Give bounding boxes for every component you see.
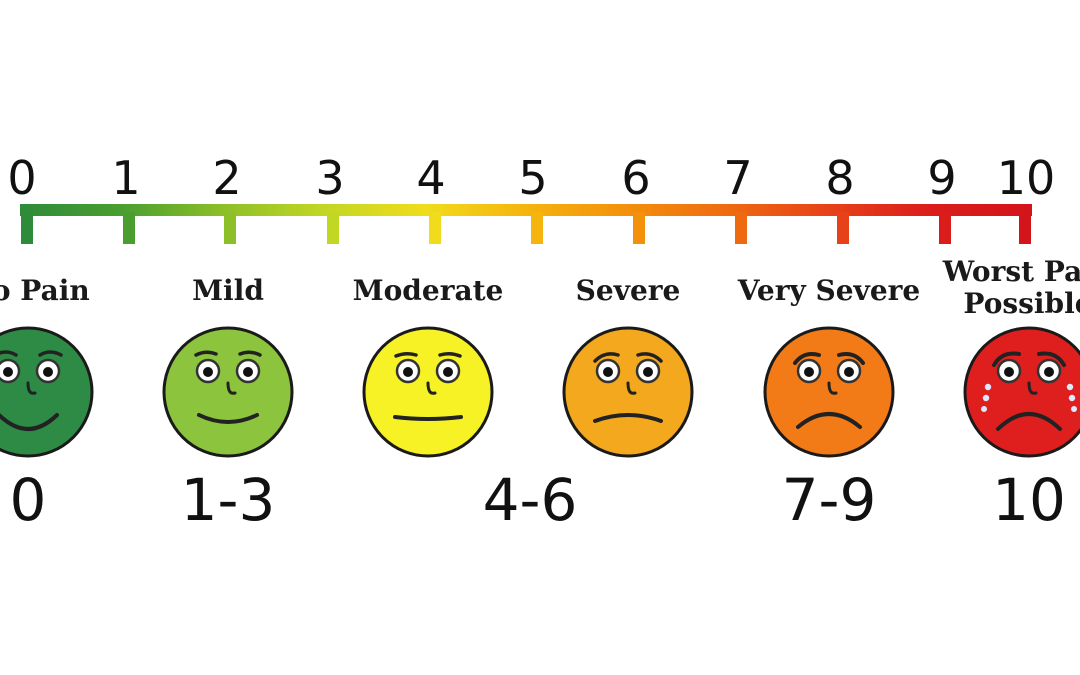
face-worst-pain-icon (962, 325, 1080, 459)
scale-number-0: 0 (7, 151, 37, 205)
tick-mark-4 (429, 212, 441, 244)
face-severe-icon (561, 325, 695, 459)
face-mild-icon (161, 325, 295, 459)
range-label-0: 0 (9, 466, 47, 534)
scale-number-7: 7 (723, 151, 753, 205)
range-label-4-6: 4-6 (482, 466, 578, 534)
range-label-10: 10 (992, 466, 1066, 534)
level-label-worst-pain: Worst Pain Possible (918, 256, 1080, 320)
scale-number-1: 1 (111, 151, 141, 205)
level-label-moderate: Moderate (352, 274, 504, 307)
range-label-7-9: 7-9 (781, 466, 877, 534)
tick-mark-7 (735, 212, 747, 244)
tick-mark-1 (123, 212, 135, 244)
tick-mark-6 (633, 212, 645, 244)
scale-number-10: 10 (996, 151, 1056, 205)
scale-number-2: 2 (212, 151, 242, 205)
worst-pain-line-2: Possible (963, 287, 1080, 320)
pain-gradient-bar (20, 204, 1032, 216)
scale-number-4: 4 (416, 151, 446, 205)
face-moderate-icon (361, 325, 495, 459)
face-no-pain-icon (0, 325, 95, 459)
level-label-very-severe: Very Severe (737, 274, 921, 307)
level-label-severe: Severe (575, 274, 681, 307)
face-very-severe-icon (762, 325, 896, 459)
worst-pain-line-1: Worst Pain (942, 255, 1080, 288)
tick-mark-8 (837, 212, 849, 244)
scale-number-8: 8 (825, 151, 855, 205)
tick-mark-0 (21, 212, 33, 244)
level-label-mild: Mild (192, 274, 264, 307)
tick-mark-2 (224, 212, 236, 244)
range-label-1-3: 1-3 (180, 466, 276, 534)
level-label-no-pain: No Pain (0, 274, 90, 307)
tick-mark-3 (327, 212, 339, 244)
scale-number-6: 6 (621, 151, 651, 205)
tick-mark-5 (531, 212, 543, 244)
tick-mark-10 (1019, 212, 1031, 244)
tick-mark-9 (939, 212, 951, 244)
scale-number-3: 3 (315, 151, 345, 205)
scale-number-9: 9 (927, 151, 957, 205)
scale-number-5: 5 (518, 151, 548, 205)
